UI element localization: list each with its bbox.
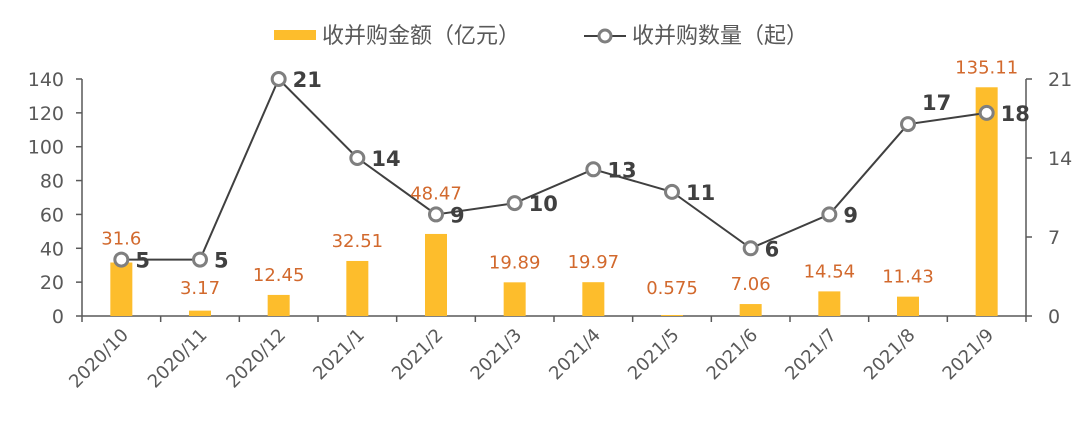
bar: [582, 282, 605, 316]
bar: [189, 310, 211, 316]
count-marker: [664, 183, 680, 200]
left-tick-label: 120: [28, 103, 64, 125]
legend-bar-swatch: [274, 30, 316, 40]
bar: [897, 296, 919, 316]
legend: 收并购金额（亿元） 收并购数量（起）: [274, 24, 808, 49]
count-marker: [742, 240, 759, 257]
amount-label: 32.51: [332, 231, 384, 252]
count-marker: [900, 116, 916, 133]
amount-label: 12.45: [253, 265, 305, 286]
right-tick-label: 0: [1048, 306, 1060, 328]
count-marker: [113, 251, 130, 268]
count-label: 17: [922, 91, 951, 115]
count-label: 10: [529, 192, 558, 216]
count-label: 13: [607, 158, 636, 182]
amount-label: 0.575: [646, 278, 698, 299]
x-tick-label: 2020/10: [65, 325, 133, 393]
amount-label: 7.06: [731, 274, 771, 295]
amount-label: 3.17: [180, 278, 220, 299]
count-label: 5: [214, 249, 229, 273]
x-tick-label: 2021/5: [624, 325, 684, 385]
count-marker: [506, 195, 523, 212]
left-tick-label: 140: [28, 69, 64, 91]
bar: [739, 304, 762, 316]
x-tick-label: 2021/8: [860, 325, 920, 385]
count-label: 9: [843, 203, 858, 227]
amount-label: 19.89: [489, 252, 541, 273]
x-tick-label: 2021/7: [781, 325, 841, 385]
x-tick-label: 2021/9: [939, 325, 999, 385]
left-tick-label: 100: [28, 137, 64, 159]
count-label: 21: [293, 68, 322, 92]
left-tick-label: 60: [40, 204, 64, 226]
left-tick-label: 80: [40, 171, 64, 193]
bar: [818, 291, 841, 316]
bar: [661, 315, 683, 316]
count-marker: [821, 206, 838, 223]
count-label: 5: [135, 249, 150, 273]
count-marker: [585, 161, 602, 178]
count-label: 6: [765, 237, 780, 261]
count-line: [121, 77, 987, 261]
count-marker: [192, 251, 208, 268]
legend-bar-label: 收并购金额（亿元）: [322, 24, 520, 49]
legend-line-label: 收并购数量（起）: [632, 24, 808, 49]
count-marker: [428, 206, 444, 223]
left-tick-label: 40: [40, 238, 64, 260]
x-tick-label: 2021/4: [545, 325, 605, 385]
right-tick-label: 21: [1048, 69, 1072, 91]
count-label: 14: [371, 147, 400, 171]
x-tick-label: 2021/3: [467, 325, 527, 385]
x-tick-label: 2020/11: [144, 325, 212, 393]
count-label: 9: [450, 203, 465, 227]
right-tick-label: 14: [1048, 148, 1072, 170]
x-tick-label: 2021/2: [388, 325, 448, 385]
legend-line-marker: [597, 28, 613, 44]
left-tick-label: 20: [40, 272, 64, 294]
bar: [425, 233, 447, 316]
bar: [267, 294, 290, 316]
count-label: 18: [1001, 102, 1030, 126]
amount-label: 48.47: [410, 183, 462, 204]
amount-label: 31.6: [101, 229, 141, 250]
x-tick-label: 2020/12: [222, 325, 290, 393]
amount-label: 11.43: [882, 267, 934, 288]
left-tick-label: 0: [52, 306, 64, 328]
bar: [503, 282, 526, 316]
right-tick-label: 7: [1048, 227, 1060, 249]
amount-label: 135.11: [955, 57, 1018, 78]
x-tick-label: 2021/6: [703, 325, 763, 385]
bar: [975, 87, 998, 316]
amount-label: 14.54: [804, 261, 856, 282]
count-marker: [349, 150, 366, 166]
bar: [346, 260, 369, 316]
amount-label: 19.97: [568, 252, 620, 273]
count-label: 11: [686, 181, 715, 205]
count-marker: [978, 104, 995, 121]
x-tick-label: 2021/1: [309, 325, 369, 385]
bar: [110, 262, 133, 316]
count-marker: [270, 71, 287, 87]
